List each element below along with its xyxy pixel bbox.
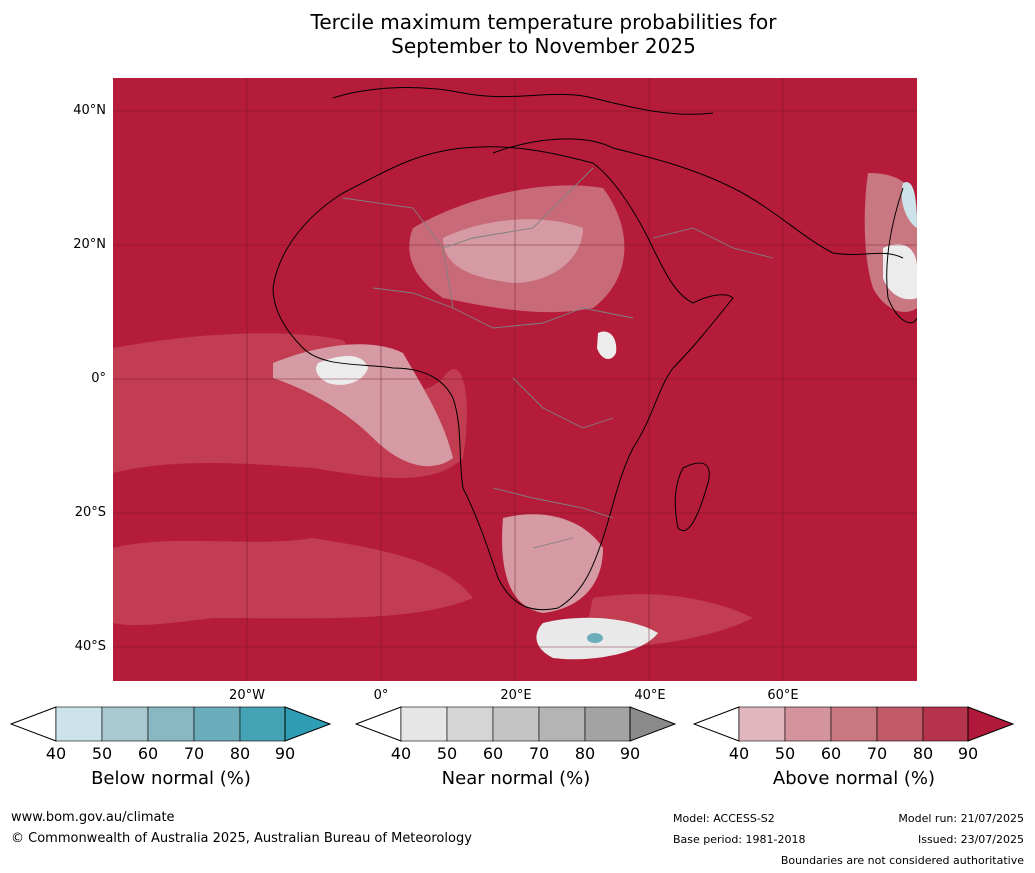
below-normal-patch [587,633,603,643]
near-normal-patch [316,356,368,385]
coastlines [272,87,917,611]
tick-label: 40 [45,744,67,763]
tick-label: 80 [229,744,251,763]
arabia-coastline [492,138,904,259]
lat-label-40s: 40°S [74,639,106,654]
colorbar-near-bin [492,706,540,742]
sahara-core [443,219,583,283]
colorbar-near-bin [584,706,631,742]
tick-label: 70 [866,744,888,763]
colorbar-below-bin [193,706,241,742]
colorbar-above-normal [693,706,1015,742]
probability-map [113,78,917,681]
lat-label-0: 0° [91,371,106,386]
tick-label: 40 [728,744,750,763]
colorbar-near-bin [400,706,448,742]
tick-label: 90 [274,744,296,763]
tick-label: 70 [183,744,205,763]
colorbar-near-normal [355,706,677,742]
colorbar-above-bin [876,706,924,742]
lat-label-20n: 20°N [73,237,106,252]
colorbar-near-bin [538,706,586,742]
india-coastline [886,187,917,324]
colorbar-below-bin [55,706,103,742]
colorbar-below-bin [101,706,149,742]
colorbar-below-bin [239,706,286,742]
lon-label-0: 0° [373,688,389,703]
colorbar-near-low-extend [355,706,402,742]
africa-coastline [272,146,734,611]
tick-label: 50 [91,744,113,763]
website-link[interactable]: www.bom.gov.au/climate [11,810,175,825]
colorbar-below-label: Below normal (%) [91,768,251,789]
tick-label: 50 [436,744,458,763]
issued-text: Issued: 23/07/2025 [917,833,1024,846]
disclaimer-text: Boundaries are not considered authoritat… [780,854,1024,867]
tick-label: 40 [390,744,412,763]
lon-label-20w: 20°W [229,688,265,703]
colorbar-above-label: Above normal (%) [772,768,936,789]
lon-label-40e: 40°E [634,688,666,703]
tick-label: 60 [482,744,504,763]
europe-coastline [332,87,714,115]
colorbar-below-normal [10,706,332,742]
base-period-text: Base period: 1981-2018 [673,833,806,846]
south-ocean-band [113,538,473,626]
tick-label: 80 [574,744,596,763]
colorbar-near-bin [446,706,494,742]
lon-label-20e: 20°E [500,688,532,703]
india-below-normal [901,182,917,228]
tick-label: 50 [774,744,796,763]
colorbar-above-bin [784,706,832,742]
colorbar-above-bin [922,706,969,742]
india-near-normal [883,244,917,300]
tick-label: 80 [912,744,934,763]
colorbar-below-bin [147,706,195,742]
tick-label: 70 [528,744,550,763]
map-canvas [113,78,917,681]
tick-label: 60 [820,744,842,763]
colorbar-near-label: Near normal (%) [441,768,591,789]
colorbar-below-high-extend [284,706,332,742]
copyright-text: © Commonwealth of Australia 2025, Austra… [11,831,472,846]
map-title: Tercile maximum temperature probabilitie… [0,10,1035,58]
lat-label-20s: 20°S [74,505,106,520]
lon-label-60e: 60°E [767,688,799,703]
tick-label: 60 [137,744,159,763]
tick-label: 90 [619,744,641,763]
model-run-text: Model run: 21/07/2025 [898,812,1024,825]
lat-label-40n: 40°N [73,103,106,118]
colorbar-below-low-extend [10,706,57,742]
title-line-1: Tercile maximum temperature probabilitie… [310,10,777,34]
tick-label: 90 [957,744,979,763]
colorbar-above-bin [830,706,878,742]
east-africa-near-normal [597,331,617,360]
madagascar-coastline [674,462,710,531]
colorbar-above-high-extend [967,706,1015,742]
colorbar-above-low-extend [693,706,740,742]
southern-africa-region [502,514,603,613]
graticule [113,78,917,681]
colorbar-above-bin [738,706,786,742]
model-text: Model: ACCESS-S2 [673,812,775,825]
colorbar-near-high-extend [629,706,677,742]
title-line-2: September to November 2025 [391,34,696,58]
country-boundaries [342,167,774,549]
